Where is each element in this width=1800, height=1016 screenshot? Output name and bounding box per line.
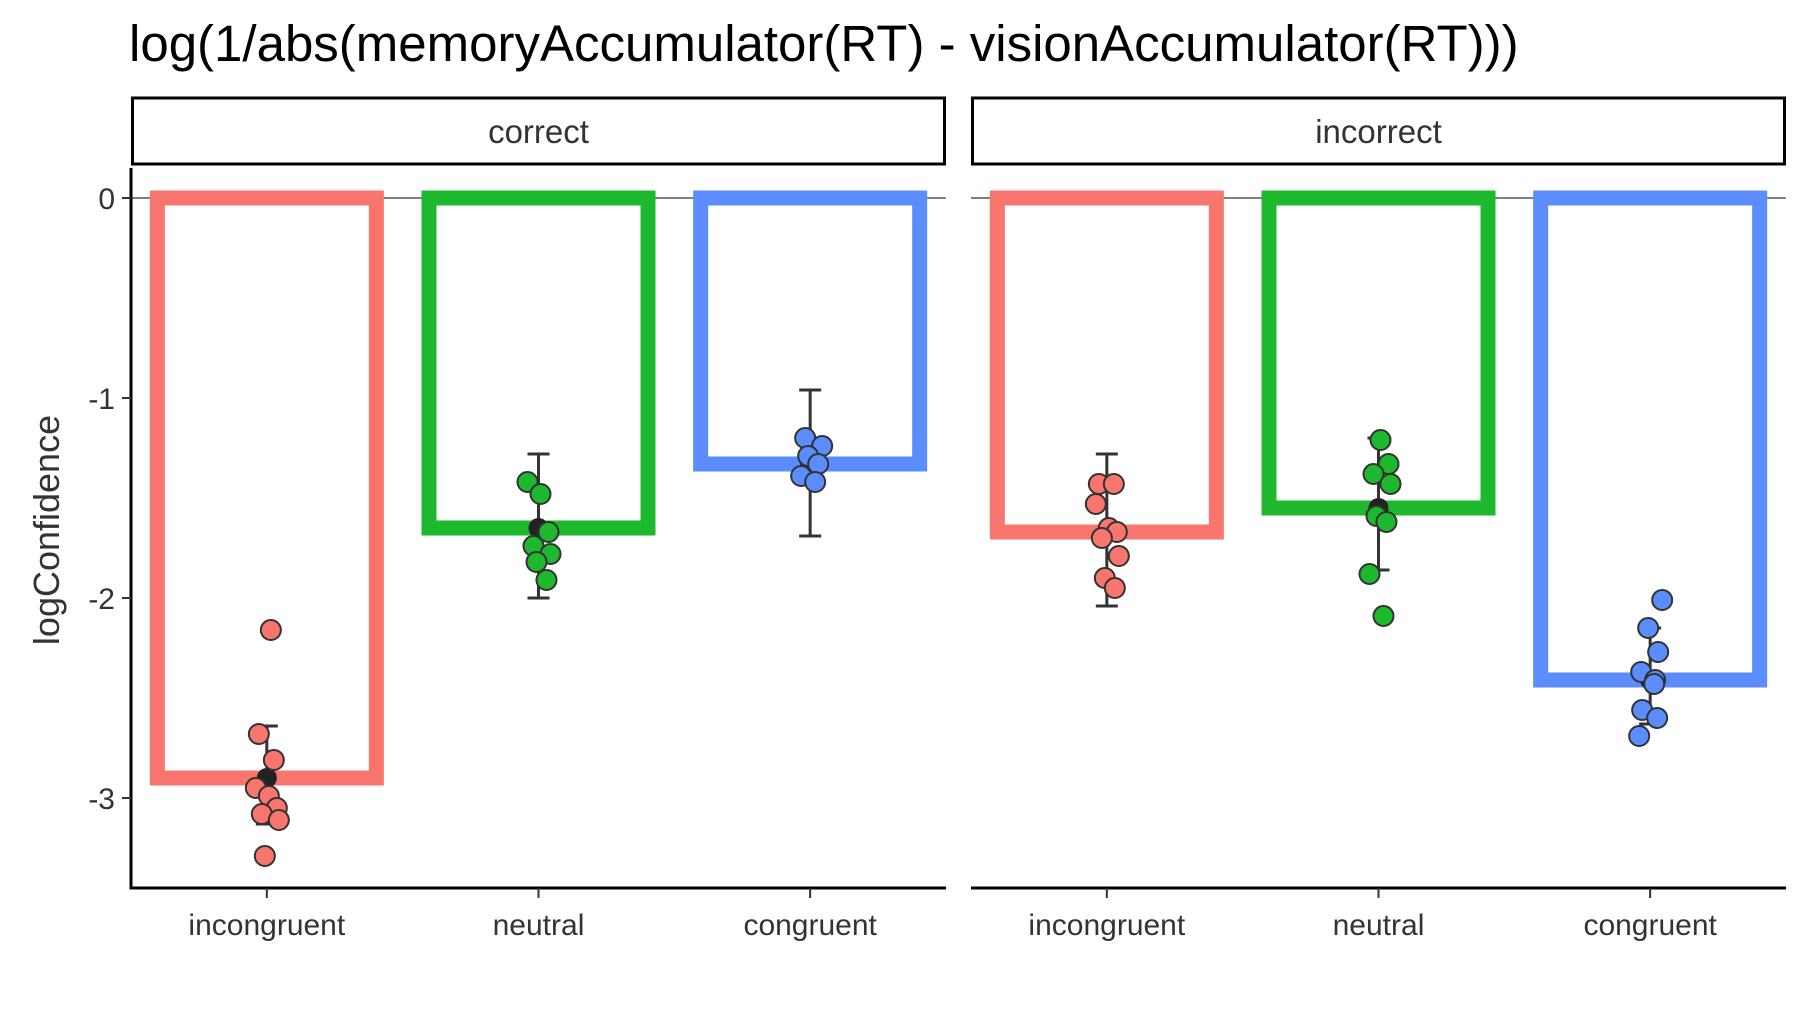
data-point-neutral [535,569,558,591]
facet-strip-label: incorrect [1315,113,1442,150]
y-axis-title: logConfidence [26,415,67,645]
panel-incorrect: incorrect incongruent neutral congruent [971,96,1786,942]
data-point-incongruent [1084,493,1107,515]
data-point-neutral [1362,463,1385,485]
y-tick-label: -2 [88,583,115,616]
data-point-congruent [1643,673,1666,695]
data-point-incongruent [1102,473,1125,495]
data-point-congruent [1651,589,1674,611]
data-point-incongruent [1103,577,1126,599]
data-point-congruent [1628,725,1651,747]
data-point-neutral [1375,511,1398,533]
x-tick-label: incongruent [188,909,345,942]
chart-title: log(1/abs(memoryAccumulator(RT) - vision… [129,15,1519,72]
x-tick-label: congruent [743,909,877,942]
x-tick-label: neutral [1333,909,1425,942]
panel-correct: correct 0 -1 -2 -3 incongruent neutral congruen… [88,96,946,942]
data-point-neutral [1369,429,1392,451]
y-tick-label: -3 [88,783,115,816]
data-point-neutral [1358,563,1381,585]
data-point-congruent [1646,707,1669,729]
data-point-incongruent [262,749,285,771]
x-tick-label: congruent [1583,909,1717,942]
data-point-congruent [807,453,830,475]
data-point-incongruent [253,845,276,867]
x-tick-label: neutral [493,909,585,942]
data-point-neutral [537,521,560,543]
data-point-incongruent [267,809,290,831]
data-point-incongruent [247,723,270,745]
data-point-neutral [1379,473,1402,495]
bar-incongruent [149,190,384,786]
data-point-neutral [1372,605,1395,627]
y-tick-label: 0 [98,183,115,216]
facet-strip-label: correct [488,113,589,150]
data-point-congruent [1647,641,1670,663]
facet-strip [131,96,946,166]
data-point-congruent [1637,617,1660,639]
data-point-neutral [525,551,548,573]
bar-congruent [1533,190,1768,688]
data-point-neutral [529,483,552,505]
x-tick-label: incongruent [1028,909,1185,942]
data-point-congruent [804,471,827,493]
data-point-incongruent [1107,545,1130,567]
facet-strip [971,96,1786,166]
data-point-incongruent [259,619,282,641]
y-tick-label: -1 [88,383,115,416]
data-point-incongruent [1090,527,1113,549]
